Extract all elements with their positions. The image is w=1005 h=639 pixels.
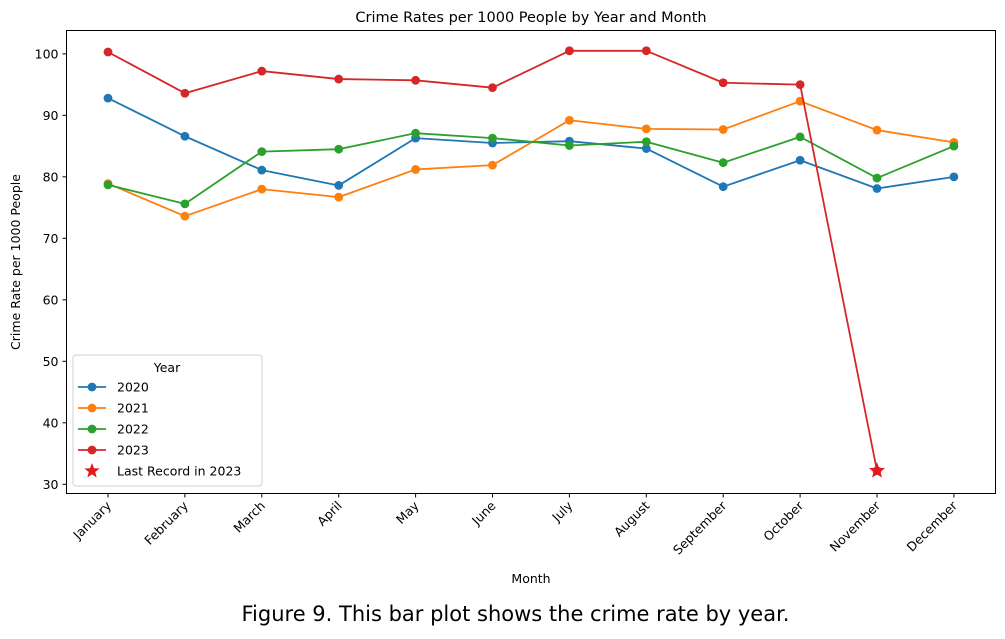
data-point-2021	[641, 124, 651, 134]
x-tick-label: December	[904, 497, 961, 554]
y-axis: 30 40 50 60 70 80 90 100	[35, 46, 67, 492]
data-point-2021	[565, 115, 574, 125]
data-point-2022	[488, 133, 497, 143]
y-tick-label: 90	[43, 108, 59, 123]
data-point-2023	[565, 46, 574, 56]
legend-box	[72, 354, 263, 487]
annotation-layer	[868, 462, 886, 478]
data-point-2022	[795, 132, 805, 142]
data-point-2020	[103, 93, 113, 103]
data-point-2023	[795, 80, 805, 90]
legend-label: 2022	[117, 422, 149, 437]
legend-label: 2023	[117, 443, 149, 458]
plot-frame	[66, 30, 996, 494]
data-point-2022	[949, 141, 959, 151]
legend-item: 2021	[78, 401, 149, 416]
data-point-2023	[257, 66, 267, 76]
data-point-2022	[641, 137, 651, 147]
data-point-2022	[411, 128, 420, 138]
x-axis-label: Month	[511, 571, 550, 586]
data-point-2023	[641, 46, 651, 56]
x-tick-label: March	[230, 498, 268, 536]
data-point-2020	[641, 144, 651, 153]
x-tick-label: January	[69, 498, 114, 543]
y-tick-label: 80	[43, 169, 59, 184]
data-point-2021	[334, 192, 344, 202]
data-point-2021	[488, 160, 497, 170]
y-tick-label: 100	[35, 46, 59, 61]
x-tick-label: February	[141, 498, 191, 548]
data-point-2022	[180, 199, 190, 209]
data-point-2022	[872, 173, 882, 183]
x-tick-label: November	[827, 497, 884, 554]
data-point-2021	[180, 211, 190, 221]
figure-caption: Figure 9. This bar plot shows the crime …	[241, 602, 790, 626]
series-line-2022	[107, 132, 955, 205]
data-point-2021	[257, 184, 267, 194]
legend-label: 2021	[117, 401, 149, 416]
legend-item: 2023	[78, 443, 149, 458]
legend-swatch-marker	[87, 424, 97, 434]
data-point-2021	[411, 165, 420, 174]
legend-item: Last Record in 2023	[84, 463, 241, 479]
x-tick-label: July	[548, 498, 576, 526]
data-point-2022	[103, 180, 113, 190]
x-axis: January February March April May June July Augu…	[69, 493, 961, 557]
data-point-2020	[334, 181, 344, 190]
data-point-2022	[334, 144, 344, 154]
x-tick-label: October	[760, 497, 807, 544]
data-point-2020	[180, 131, 190, 141]
data-point-2022	[565, 141, 574, 150]
legend-swatch-marker	[87, 445, 97, 455]
y-tick-label: 40	[43, 415, 59, 430]
data-point-2022	[257, 147, 267, 157]
legend-items: 2020 2021 2022 2023 Last Record in 2023	[78, 380, 241, 479]
y-tick-label: 70	[43, 231, 59, 246]
y-tick-label: 50	[43, 354, 59, 369]
data-point-2023	[488, 83, 497, 93]
data-point-2020	[795, 155, 805, 165]
chart-title: Crime Rates per 1000 People by Year and …	[355, 10, 706, 26]
legend-item: 2020	[78, 380, 149, 395]
data-point-2023	[411, 75, 420, 85]
data-point-2020	[949, 172, 959, 182]
legend-item: 2022	[78, 422, 149, 437]
data-point-2020	[718, 182, 728, 192]
x-tick-label: August	[611, 498, 653, 540]
data-point-2020	[257, 165, 267, 175]
data-point-2023	[103, 47, 113, 57]
data-point-2023	[718, 78, 728, 88]
y-axis-label: Crime Rate per 1000 People	[8, 174, 23, 350]
legend-label: 2020	[117, 380, 149, 395]
legend-swatch-marker	[87, 382, 97, 392]
x-tick-label: May	[393, 498, 422, 527]
y-tick-label: 60	[43, 292, 59, 307]
series-line-2021	[107, 100, 955, 218]
data-point-2022	[718, 158, 728, 168]
legend-swatch-star	[84, 463, 100, 478]
series-layer	[103, 46, 959, 476]
data-point-2023	[180, 88, 190, 98]
annotation-star-marker	[868, 462, 886, 478]
legend: Year 2020 2021 2022 2023 Last Record in 2023	[72, 354, 263, 487]
data-point-2023	[334, 74, 344, 84]
data-point-2020	[872, 184, 882, 193]
x-tick-label: April	[314, 498, 345, 529]
legend-title: Year	[153, 360, 181, 375]
x-tick-label: September	[670, 497, 730, 557]
chart: 30 40 50 60 70 80 90 100 January February March Ap…	[8, 10, 996, 586]
legend-label: Last Record in 2023	[117, 464, 241, 479]
y-tick-label: 30	[43, 477, 59, 492]
data-point-2021	[872, 125, 882, 135]
x-tick-label: June	[468, 498, 499, 529]
legend-swatch-marker	[87, 403, 97, 413]
series-2022	[103, 128, 959, 209]
data-point-2021	[718, 125, 728, 134]
